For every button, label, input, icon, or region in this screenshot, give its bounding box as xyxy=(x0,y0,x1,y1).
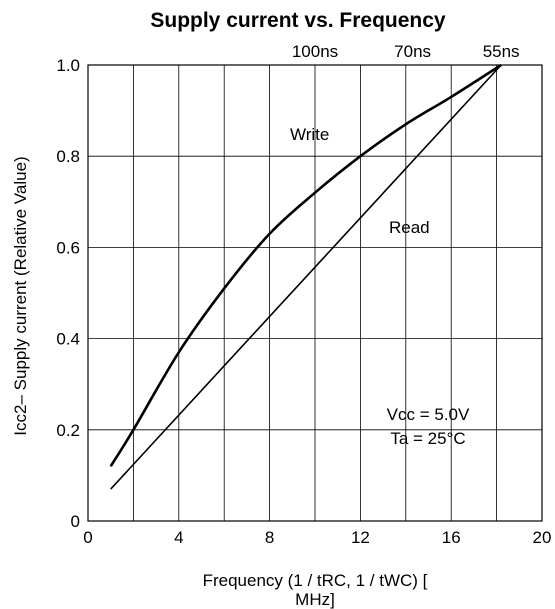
data-series xyxy=(109,63,502,490)
series-line-read xyxy=(110,64,502,490)
x-axis-label-line2: MHz] xyxy=(295,590,335,609)
top-axis-label: 70ns xyxy=(394,42,431,61)
plot-frame xyxy=(87,64,543,522)
y-tick-label: 0.6 xyxy=(56,238,80,257)
x-tick-label: 8 xyxy=(265,528,274,547)
x-tick-label: 12 xyxy=(351,528,370,547)
chart-title: Supply current vs. Frequency xyxy=(150,9,446,32)
top-axis-label: 55ns xyxy=(483,42,520,61)
tick-labels: 0 4 8 12 16 20 0 0.2 0.4 0.6 0.8 1.0 100ns 70ns 55ns xyxy=(56,42,551,547)
x-tick-label: 20 xyxy=(533,528,552,547)
x-axis-label-line1: Frequency (1 / tRC, 1 / tWC) [ xyxy=(203,571,428,590)
series-label-read: Read xyxy=(389,218,430,237)
annotation-vcc: Vcc = 5.0V xyxy=(387,405,470,424)
y-tick-label: 0.8 xyxy=(56,147,80,166)
series-label-write: Write xyxy=(290,125,329,144)
y-tick-label: 1.0 xyxy=(56,56,80,75)
y-tick-label: 0.4 xyxy=(56,330,80,349)
x-tick-label: 4 xyxy=(174,528,183,547)
y-axis-label: Icc2– Supply current (Relative Value) xyxy=(11,156,30,435)
y-tick-label: 0.2 xyxy=(56,421,80,440)
top-axis-label: 100ns xyxy=(292,42,338,61)
x-tick-label: 0 xyxy=(83,528,92,547)
series-line-write xyxy=(109,63,502,467)
x-tick-label: 16 xyxy=(442,528,461,547)
y-tick-label: 0 xyxy=(71,512,80,531)
annotation-ta: Ta = 25°C xyxy=(390,429,465,448)
